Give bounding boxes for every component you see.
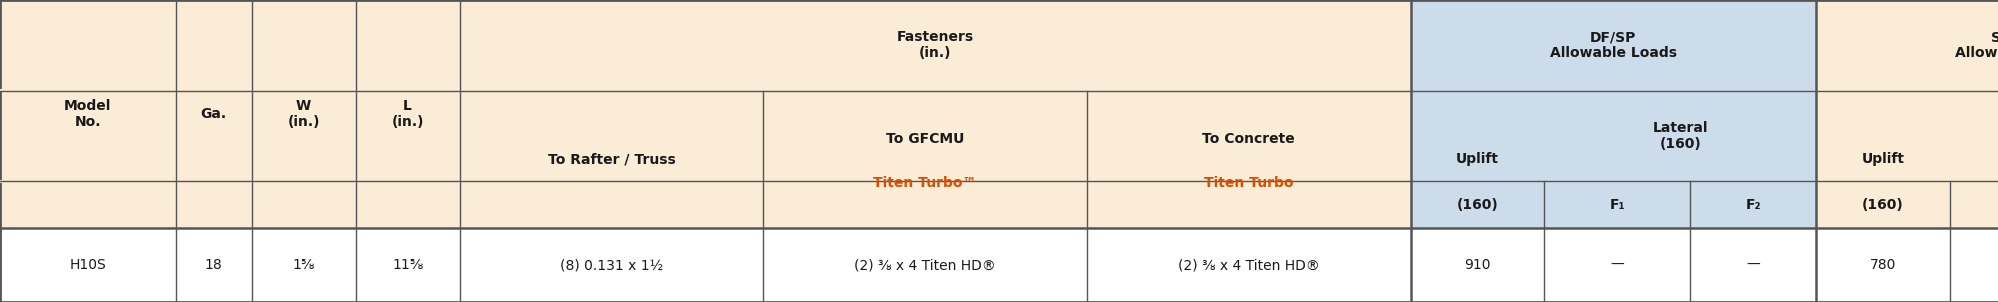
- Text: Uplift: Uplift: [1862, 152, 1904, 166]
- Bar: [1544, 228, 1690, 302]
- Bar: [1950, 228, 1998, 302]
- Bar: [176, 0, 252, 91]
- Bar: [1544, 0, 1690, 91]
- Bar: [252, 180, 356, 183]
- Bar: [460, 91, 763, 181]
- Bar: [1411, 181, 1544, 228]
- Bar: [1544, 91, 1690, 181]
- Bar: [1087, 228, 1411, 302]
- Text: Titen Turbo: Titen Turbo: [1205, 176, 1293, 190]
- Text: —: —: [1746, 258, 1760, 272]
- Text: F₂: F₂: [1746, 198, 1760, 212]
- Text: 11⅝: 11⅝: [392, 258, 424, 272]
- Bar: [1690, 228, 1816, 302]
- Text: (160): (160): [1457, 198, 1498, 212]
- Bar: [356, 180, 460, 183]
- Text: W
(in.): W (in.): [288, 99, 320, 129]
- Bar: [1816, 228, 1950, 302]
- Bar: [1087, 0, 1411, 91]
- Text: Model
No.: Model No.: [64, 99, 112, 129]
- Bar: [1544, 181, 1690, 228]
- Bar: [0, 89, 176, 92]
- Bar: [1411, 91, 1544, 181]
- Bar: [0, 181, 176, 228]
- Text: Ga.: Ga.: [200, 107, 228, 121]
- Bar: [1816, 0, 1950, 91]
- Bar: [460, 181, 763, 228]
- Bar: [460, 89, 763, 92]
- Bar: [1411, 228, 1544, 302]
- Bar: [1690, 181, 1816, 228]
- Text: To Rafter / Truss: To Rafter / Truss: [547, 152, 675, 166]
- Bar: [176, 180, 252, 183]
- Bar: [1690, 0, 1816, 91]
- Bar: [252, 181, 356, 228]
- Text: Uplift: Uplift: [1457, 152, 1498, 166]
- Text: Fasteners
(in.): Fasteners (in.): [897, 30, 973, 60]
- Text: 910: 910: [1465, 258, 1491, 272]
- Text: 18: 18: [206, 258, 222, 272]
- Bar: [252, 91, 356, 181]
- Bar: [356, 91, 460, 181]
- Text: L
(in.): L (in.): [392, 99, 424, 129]
- Text: SPF/HF
Allowable Loads: SPF/HF Allowable Loads: [1956, 30, 1998, 60]
- Bar: [0, 91, 176, 181]
- Bar: [252, 89, 356, 92]
- Bar: [1816, 181, 1950, 228]
- Text: 1⅝: 1⅝: [292, 258, 316, 272]
- Bar: [1950, 91, 1998, 181]
- Bar: [176, 228, 252, 302]
- Bar: [176, 91, 252, 181]
- Text: Titen Turbo™: Titen Turbo™: [873, 176, 977, 190]
- Bar: [1411, 0, 1544, 91]
- Text: To GFCMU: To GFCMU: [885, 132, 965, 146]
- Bar: [0, 0, 176, 91]
- Text: (2) ⅜ x 4 Titen HD®: (2) ⅜ x 4 Titen HD®: [1179, 258, 1319, 272]
- Text: Lateral
(160): Lateral (160): [1652, 121, 1708, 151]
- Bar: [356, 181, 460, 228]
- Bar: [460, 228, 763, 302]
- Bar: [0, 228, 176, 302]
- Bar: [356, 228, 460, 302]
- Bar: [1950, 181, 1998, 228]
- Text: DF/SP
Allowable Loads: DF/SP Allowable Loads: [1550, 30, 1676, 60]
- Text: To Concrete: To Concrete: [1203, 132, 1295, 146]
- Bar: [1950, 0, 1998, 91]
- Bar: [0, 180, 176, 183]
- Bar: [356, 89, 460, 92]
- Bar: [763, 228, 1087, 302]
- Text: H10S: H10S: [70, 258, 106, 272]
- Bar: [252, 0, 356, 91]
- Bar: [460, 0, 763, 91]
- Text: —: —: [1610, 258, 1624, 272]
- Text: (160): (160): [1862, 198, 1904, 212]
- Bar: [763, 91, 1087, 181]
- Bar: [763, 181, 1087, 228]
- Bar: [356, 0, 460, 91]
- Bar: [763, 0, 1087, 91]
- Bar: [176, 89, 252, 92]
- Bar: [252, 228, 356, 302]
- Text: (2) ⅜ x 4 Titen HD®: (2) ⅜ x 4 Titen HD®: [855, 258, 995, 272]
- Bar: [176, 181, 252, 228]
- Bar: [1087, 91, 1411, 181]
- Bar: [1690, 91, 1816, 181]
- Bar: [1087, 181, 1411, 228]
- Text: 780: 780: [1870, 258, 1896, 272]
- Text: (8) 0.131 x 1½: (8) 0.131 x 1½: [559, 258, 663, 272]
- Bar: [1816, 91, 1950, 181]
- Text: F₁: F₁: [1610, 198, 1624, 212]
